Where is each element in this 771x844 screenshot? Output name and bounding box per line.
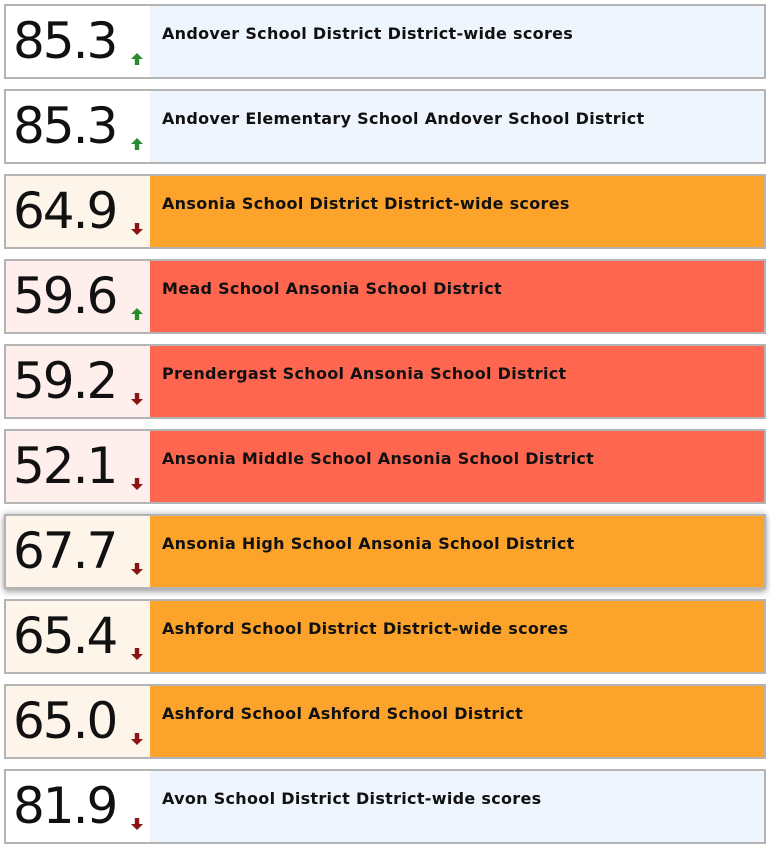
arrow-up-icon <box>131 53 143 65</box>
name-cell: Ansonia Middle School Ansonia School Dis… <box>150 431 764 502</box>
arrow-up-icon <box>131 308 143 320</box>
school-row[interactable]: 64.9 Ansonia School District District-wi… <box>4 174 766 249</box>
score-cell: 52.1 <box>6 431 150 502</box>
school-name: Avon School District District-wide score… <box>162 789 542 808</box>
score-value: 85.3 <box>13 97 118 155</box>
name-cell: Andover Elementary School Andover School… <box>150 91 764 162</box>
school-name: Ansonia Middle School Ansonia School Dis… <box>162 449 595 468</box>
school-name: Andover School District District-wide sc… <box>162 24 574 43</box>
name-cell: Ashford School Ashford School District <box>150 686 764 757</box>
school-row[interactable]: 65.0 Ashford School Ashford School Distr… <box>4 684 766 759</box>
score-value: 59.6 <box>13 267 118 325</box>
school-name: Mead School Ansonia School District <box>162 279 502 298</box>
school-row[interactable]: 85.3 Andover School District District-wi… <box>4 4 766 79</box>
name-cell: Prendergast School Ansonia School Distri… <box>150 346 764 417</box>
score-value: 59.2 <box>13 352 118 410</box>
score-cell: 85.3 <box>6 6 150 77</box>
name-cell: Andover School District District-wide sc… <box>150 6 764 77</box>
school-row[interactable]: 85.3 Andover Elementary School Andover S… <box>4 89 766 164</box>
arrow-up-icon <box>131 138 143 150</box>
score-value: 81.9 <box>13 777 118 835</box>
name-cell: Ansonia School District District-wide sc… <box>150 176 764 247</box>
score-cell: 64.9 <box>6 176 150 247</box>
score-value: 52.1 <box>13 437 118 495</box>
score-cell: 59.6 <box>6 261 150 332</box>
name-cell: Ansonia High School Ansonia School Distr… <box>150 516 764 587</box>
school-name: Ashford School Ashford School District <box>162 704 524 723</box>
school-name: Ansonia School District District-wide sc… <box>162 194 570 213</box>
score-value: 85.3 <box>13 12 118 70</box>
arrow-down-icon <box>131 818 143 830</box>
score-cell: 59.2 <box>6 346 150 417</box>
score-cell: 67.7 <box>6 516 150 587</box>
arrow-down-icon <box>131 648 143 660</box>
name-cell: Ashford School District District-wide sc… <box>150 601 764 672</box>
score-value: 64.9 <box>13 182 118 240</box>
name-cell: Avon School District District-wide score… <box>150 771 764 842</box>
arrow-down-icon <box>131 563 143 575</box>
arrow-down-icon <box>131 733 143 745</box>
school-row[interactable]: 65.4 Ashford School District District-wi… <box>4 599 766 674</box>
school-name: Prendergast School Ansonia School Distri… <box>162 364 567 383</box>
school-name: Andover Elementary School Andover School… <box>162 109 645 128</box>
school-row[interactable]: 67.7 Ansonia High School Ansonia School … <box>4 514 766 589</box>
score-cell: 85.3 <box>6 91 150 162</box>
school-row[interactable]: 81.9 Avon School District District-wide … <box>4 769 766 844</box>
score-cell: 81.9 <box>6 771 150 842</box>
school-row[interactable]: 59.6 Mead School Ansonia School District <box>4 259 766 334</box>
name-cell: Mead School Ansonia School District <box>150 261 764 332</box>
score-cell: 65.4 <box>6 601 150 672</box>
school-name: Ashford School District District-wide sc… <box>162 619 569 638</box>
score-value: 67.7 <box>13 522 118 580</box>
score-cell: 65.0 <box>6 686 150 757</box>
arrow-down-icon <box>131 393 143 405</box>
arrow-down-icon <box>131 223 143 235</box>
school-row[interactable]: 59.2 Prendergast School Ansonia School D… <box>4 344 766 419</box>
arrow-down-icon <box>131 478 143 490</box>
school-name: Ansonia High School Ansonia School Distr… <box>162 534 575 553</box>
school-row[interactable]: 52.1 Ansonia Middle School Ansonia Schoo… <box>4 429 766 504</box>
score-value: 65.4 <box>13 607 118 665</box>
score-value: 65.0 <box>13 692 118 750</box>
